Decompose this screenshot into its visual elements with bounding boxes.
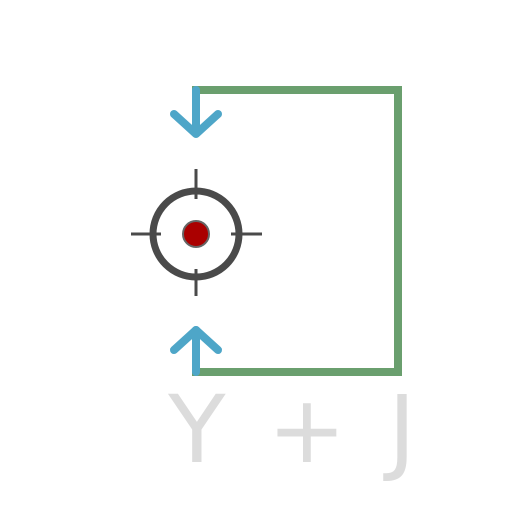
frame-bracket (192, 86, 402, 376)
arrow-up-icon (170, 326, 222, 376)
target-dot (182, 220, 210, 248)
crosshair-icon (131, 169, 262, 296)
shortcut-label: Y + J (168, 376, 422, 485)
arrow-down-icon (170, 86, 222, 138)
